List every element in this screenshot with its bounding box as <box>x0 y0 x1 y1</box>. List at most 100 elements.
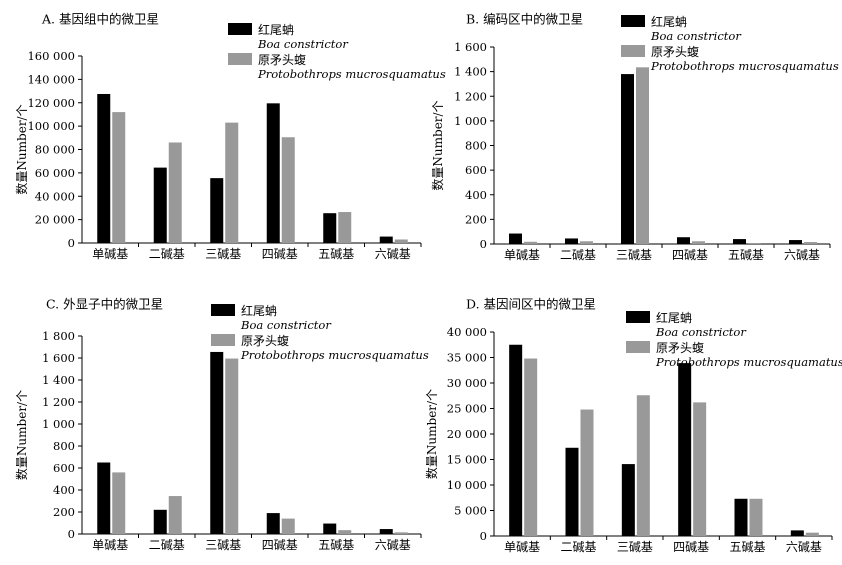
panel-b-bar-boa <box>509 233 522 244</box>
panel-c-bar-boa <box>323 523 337 534</box>
panel-a-bar-protobothrops <box>394 239 408 243</box>
panel-b-x-tick-label: 六碱基 <box>784 248 820 262</box>
legend-label-boa: 红尾蚺 <box>656 310 692 325</box>
panel-d-y-tick-label: 5 000 <box>454 504 487 518</box>
panel-b-title: B. 编码区中的微卫星 <box>466 12 583 27</box>
legend-label-protobothrops: 原矛头蝮 <box>656 341 704 355</box>
panel-b-x-tick-label: 四碱基 <box>672 248 708 262</box>
legend-swatch-boa <box>621 15 645 27</box>
panel-a-x-tick-label: 单碱基 <box>92 247 128 261</box>
panel-c-bar-boa <box>266 513 280 534</box>
panel-b-bar-protobothrops <box>636 67 649 244</box>
legend-label-protobothrops: 原矛头蝮 <box>258 53 306 67</box>
panel-d-y-tick-label: 10 000 <box>447 478 487 492</box>
legend-latin-boa: Boa constrictor <box>650 29 742 43</box>
panel-a-bar-protobothrops <box>338 212 352 243</box>
panel-b-bar-boa <box>621 74 634 245</box>
panel-b-bar-boa <box>565 238 578 244</box>
panel-c-y-tick-label: 800 <box>53 439 75 453</box>
panel-d-bar-boa <box>509 344 523 536</box>
panel-d-bar-boa <box>621 464 635 536</box>
legend-latin-protobothrops: Protobothrops mucrosquamatus <box>240 348 429 362</box>
panel-d-bar-boa <box>734 498 748 536</box>
panel-a-x-tick-label: 三碱基 <box>205 247 241 261</box>
panel-b-x-tick-label: 三碱基 <box>616 248 652 262</box>
panel-b-x-tick-label: 单碱基 <box>504 248 540 262</box>
legend-swatch-protobothrops <box>626 341 650 353</box>
legend-label-boa: 红尾蚺 <box>651 14 687 29</box>
legend-latin-protobothrops: Protobothrops mucrosquamatus <box>257 67 446 81</box>
legend-swatch-boa <box>211 304 235 316</box>
panel-b-bar-protobothrops <box>524 241 537 244</box>
panel-a-bar-protobothrops <box>168 142 182 243</box>
panel-d-bar-protobothrops <box>524 358 538 536</box>
panel-d-x-tick-label: 五碱基 <box>729 540 765 554</box>
panel-a-y-tick-label: 160 000 <box>27 49 75 63</box>
panel-b-y-tick-label: 0 <box>480 237 487 251</box>
legend-latin-protobothrops: Protobothrops mucrosquamatus <box>655 355 842 369</box>
legend-label-boa: 红尾蚺 <box>258 22 294 37</box>
panel-d-y-tick-label: 35 000 <box>447 351 487 365</box>
legend-swatch-protobothrops <box>228 53 252 65</box>
panel-c-bar-boa <box>210 351 224 534</box>
panel-a-bar-protobothrops <box>225 122 239 243</box>
panel-b-bar-boa <box>789 240 802 244</box>
panel-d-bar-boa <box>678 363 692 536</box>
legend-latin-boa: Boa constrictor <box>655 325 747 339</box>
panel-a-y-tick-label: 60 000 <box>35 166 75 180</box>
panel-c-bar-protobothrops <box>112 472 126 534</box>
panel-a-y-tick-label: 100 000 <box>27 119 75 133</box>
panel-d-bar-protobothrops <box>693 402 707 536</box>
panel-c-y-tick-label: 0 <box>68 527 75 541</box>
legend-label-protobothrops: 原矛头蝮 <box>241 334 289 348</box>
panel-d-bar-protobothrops <box>580 409 594 536</box>
panel-d-x-tick-label: 三碱基 <box>617 540 653 554</box>
panel-a-y-tick-label: 0 <box>68 236 75 250</box>
panel-c-bar-boa <box>379 529 393 534</box>
panel-a-y-tick-label: 20 000 <box>35 213 75 227</box>
panel-c-y-axis-label: 数量Number/个 <box>14 390 29 480</box>
panel-d-bar-protobothrops <box>749 498 763 536</box>
panel-a-title: A. 基因组中的微卫星 <box>41 12 159 27</box>
panel-b-x-tick-label: 二碱基 <box>560 248 596 262</box>
panel-a-x-tick-label: 二碱基 <box>149 247 185 261</box>
panel-d-x-tick-label: 二碱基 <box>560 540 596 554</box>
panel-b-y-tick-label: 600 <box>465 163 487 177</box>
panel-a-bar-protobothrops <box>112 112 126 243</box>
legend-latin-boa: Boa constrictor <box>240 318 332 332</box>
panel-a-y-tick-label: 80 000 <box>35 143 75 157</box>
panel-a-bar-boa <box>323 213 337 243</box>
panel-b-bar-protobothrops <box>748 243 761 244</box>
panel-b-bar-boa <box>733 239 746 244</box>
panel-b-y-tick-label: 800 <box>465 139 487 153</box>
panel-d-y-tick-label: 30 000 <box>447 376 487 390</box>
panel-a-bar-protobothrops <box>281 137 295 243</box>
panel-b-bar-protobothrops <box>804 242 817 244</box>
legend-latin-protobothrops: Protobothrops mucrosquamatus <box>650 59 839 73</box>
panel-c-bar-boa <box>153 509 167 534</box>
legend-swatch-boa <box>626 311 650 323</box>
panel-c-y-tick-label: 200 <box>53 505 75 519</box>
panel-c-x-tick-label: 单碱基 <box>92 538 128 552</box>
panel-c-bar-protobothrops <box>394 532 408 534</box>
panel-b-y-tick-label: 400 <box>465 188 487 202</box>
panel-d-bar-boa <box>790 530 804 536</box>
panel-d-bar-protobothrops <box>805 532 819 536</box>
panel-a-y-tick-label: 140 000 <box>27 72 75 86</box>
panel-a-y-axis-label: 数量Number/个 <box>14 104 29 194</box>
panel-d-title: D. 基因间区中的微卫星 <box>466 297 596 312</box>
panel-c-y-tick-label: 600 <box>53 461 75 475</box>
panel-d-y-tick-label: 15 000 <box>447 453 487 467</box>
panel-a-y-tick-label: 40 000 <box>35 189 75 203</box>
panel-a-x-tick-label: 五碱基 <box>318 247 354 261</box>
panel-c-title: C. 外显子中的微卫星 <box>46 297 163 312</box>
legend-swatch-protobothrops <box>211 334 235 346</box>
panel-d-x-tick-label: 四碱基 <box>673 540 709 554</box>
